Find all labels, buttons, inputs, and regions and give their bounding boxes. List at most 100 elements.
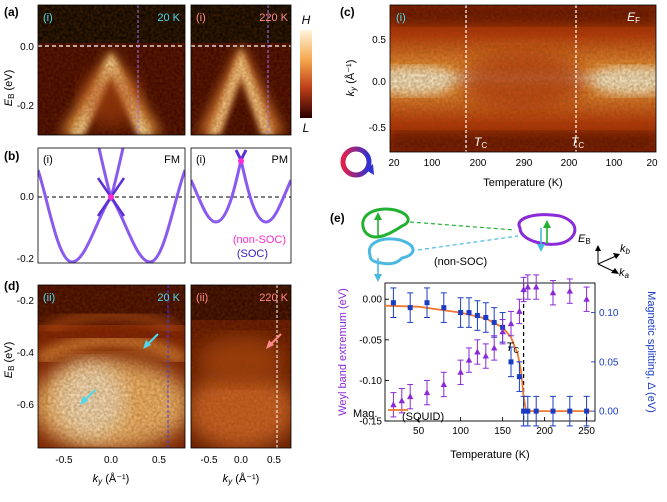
y-left-tick-label: 0.00 <box>363 295 383 306</box>
orbit-schematic <box>361 207 577 282</box>
panel-a-ylabel: EB (eV) <box>3 70 16 107</box>
y-right-tick-label: 0.05 <box>599 357 619 368</box>
panel-c-label: (c) <box>340 5 355 19</box>
panel-c-tc-left: TC <box>474 135 487 150</box>
colorbar <box>300 30 312 118</box>
y-right-tick-label: 0.00 <box>599 407 619 418</box>
panel-c-xtick: 100 <box>606 158 623 169</box>
temperature-cycle-icon <box>340 146 374 178</box>
splitting-point <box>521 408 527 414</box>
panel-d-label: (d) <box>4 279 19 293</box>
extremum-point <box>465 356 473 363</box>
panel-c-ef-label: EF <box>627 10 640 25</box>
y-right-tick-label: 0.10 <box>599 308 619 319</box>
fm-band-lower <box>38 169 185 263</box>
panel-a: (a) EB (eV) 0.0 -0.2 (i) 20 K <box>3 4 312 136</box>
panel-b-right-tag: (i) <box>196 154 206 166</box>
extremum-point <box>516 307 523 314</box>
panel-e-nonsoc-label: (non-SOC) <box>434 256 487 268</box>
panel-a-ytick: 0.0 <box>20 42 34 53</box>
splitting-point <box>458 310 464 316</box>
splitting-point <box>483 315 489 320</box>
splitting-point <box>533 408 539 414</box>
x-tick-label: 50 <box>413 426 425 437</box>
extremum-point <box>566 287 573 294</box>
svg-text:kb: kb <box>620 243 631 256</box>
svg-text:Weyl band extremum (eV): Weyl band extremum (eV) <box>337 288 349 416</box>
panel-a-right-tag: (i) <box>196 12 206 24</box>
panel-a-left-tag: (i) <box>43 12 53 24</box>
panel-d-left-temp: 20 K <box>157 292 180 304</box>
extremum-point <box>440 380 447 387</box>
splitting-point <box>584 408 590 414</box>
panel-a-ytick: -0.2 <box>17 101 35 112</box>
panel-c-xtick: 290 <box>516 158 533 169</box>
panel-c-xtick: 200 <box>470 158 487 169</box>
splitting-point <box>424 300 430 306</box>
legend-soc: (SOC) <box>237 248 268 260</box>
panel-c-xlabel: Temperature (K) <box>483 177 562 189</box>
panel-d-ytick: -0.2 <box>17 296 35 307</box>
panel-e-tc-label: TC <box>506 340 519 355</box>
panel-c-ytick: 0.0 <box>372 77 386 88</box>
extremum-point <box>533 283 540 290</box>
extremum-point <box>583 295 590 302</box>
extremum-point <box>390 401 397 408</box>
colorbar-high-label: H <box>302 13 311 27</box>
panel-b-ytick: 0.0 <box>20 192 34 203</box>
panel-b-label: (b) <box>4 149 19 163</box>
extremum-point <box>549 289 557 296</box>
panel-e-xlabel: Temperature (K) <box>450 449 529 461</box>
panel-d-right-temp: 220 K <box>259 292 288 304</box>
panel-e-frame <box>384 282 596 422</box>
extremum-point <box>524 283 531 290</box>
y-left-tick-label: -0.05 <box>359 335 382 346</box>
extremum-point <box>520 285 527 292</box>
x-tick-label: 150 <box>494 426 511 437</box>
svg-text:EB (eV): EB (eV) <box>3 70 16 107</box>
panel-d-ytick: -0.4 <box>17 348 35 359</box>
svg-text:ky (Å⁻¹): ky (Å⁻¹) <box>344 60 358 97</box>
splitting-point <box>508 359 514 365</box>
extremum-point <box>457 368 464 375</box>
panel-c-xtick: 20 <box>646 158 658 169</box>
panel-d-xlabel: ky (Å⁻¹) <box>93 472 130 486</box>
panel-a-right-image <box>191 5 291 135</box>
panel-d-xtick: 0.5 <box>267 455 281 466</box>
panel-e-ylabel-left: Weyl band extremum (eV) <box>337 288 349 416</box>
panel-a-left-temp: 20 K <box>157 12 180 24</box>
svg-text:EB: EB <box>578 233 591 246</box>
panel-d-xtick: -0.5 <box>55 455 73 466</box>
axes-triad: EB kb ka <box>578 233 631 280</box>
extremum-point <box>407 393 414 400</box>
panel-b-left-state: FM <box>164 154 180 166</box>
panel-a-left-image <box>38 5 185 135</box>
fm-band-upper <box>97 148 125 202</box>
splitting-point <box>525 408 531 414</box>
x-tick-label: 200 <box>536 426 553 437</box>
panel-d: (d) EB (eV) -0.2 -0.4 -0.6 (ii) 20 K <box>3 279 292 486</box>
mag-legend-line2: (SQUID) <box>402 411 444 423</box>
panel-c-tag: (i) <box>396 12 406 24</box>
extremum-point <box>499 328 506 335</box>
panel-e-marks <box>384 274 591 427</box>
x-tick-label: 100 <box>452 426 469 437</box>
splitting-point <box>390 300 396 306</box>
panel-b: (b) 0.0 -0.2 (i) FM (i) PM (non-SOC) (SO… <box>4 147 292 265</box>
svg-text:ka: ka <box>619 267 630 280</box>
x-tick-label: 250 <box>578 426 595 437</box>
splitting-point <box>567 408 573 414</box>
panel-d-xtick: -0.5 <box>200 455 218 466</box>
splitting-point <box>474 313 480 319</box>
pm-band <box>191 159 291 224</box>
weyl-point-marker <box>108 194 114 200</box>
panel-d-xlabel: ky (Å⁻¹) <box>223 472 260 486</box>
splitting-point <box>516 374 522 380</box>
panel-a-label: (a) <box>4 5 19 19</box>
panel-c-tc-right: TC <box>571 135 584 150</box>
extremum-point <box>423 389 431 396</box>
panel-c-xtick: 200 <box>561 158 578 169</box>
panel-c-xtick: 100 <box>424 158 441 169</box>
svg-text:EB (eV): EB (eV) <box>3 342 16 379</box>
